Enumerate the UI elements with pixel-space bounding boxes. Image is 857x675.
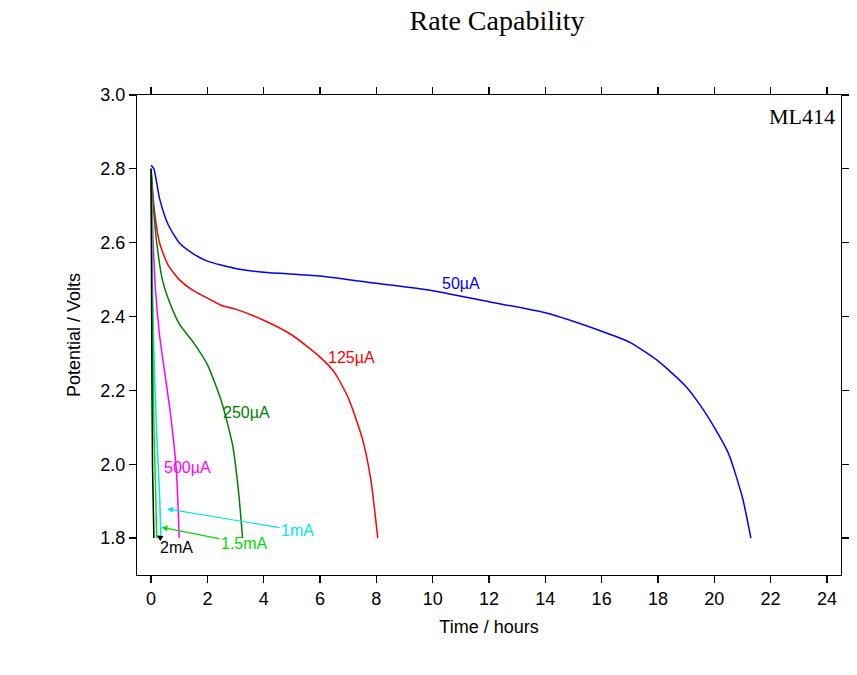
svg-text:1.8: 1.8 [100, 528, 125, 548]
svg-text:Time / hours: Time / hours [439, 617, 538, 637]
svg-text:6: 6 [315, 589, 325, 609]
svg-text:2.4: 2.4 [100, 307, 125, 327]
svg-text:8: 8 [371, 589, 381, 609]
svg-text:22: 22 [761, 589, 781, 609]
svg-text:Potential / Volts: Potential / Volts [64, 273, 84, 397]
svg-text:2: 2 [202, 589, 212, 609]
svg-text:2mA: 2mA [160, 539, 193, 556]
svg-text:10: 10 [423, 589, 443, 609]
svg-text:24: 24 [817, 589, 837, 609]
svg-text:250µA: 250µA [223, 404, 270, 421]
svg-text:2.8: 2.8 [100, 159, 125, 179]
svg-text:2.6: 2.6 [100, 233, 125, 253]
svg-text:2.2: 2.2 [100, 381, 125, 401]
svg-text:0: 0 [146, 589, 156, 609]
svg-text:1mA: 1mA [281, 522, 314, 539]
svg-text:500µA: 500µA [164, 459, 211, 476]
svg-text:20: 20 [704, 589, 724, 609]
svg-text:2.0: 2.0 [100, 455, 125, 475]
svg-text:1.5mA: 1.5mA [221, 535, 268, 552]
svg-text:125µA: 125µA [328, 349, 375, 366]
svg-text:14: 14 [535, 589, 555, 609]
svg-text:3.0: 3.0 [100, 85, 125, 105]
svg-text:ML414: ML414 [769, 104, 835, 129]
svg-text:12: 12 [479, 589, 499, 609]
svg-text:18: 18 [648, 589, 668, 609]
svg-text:50µA: 50µA [442, 275, 480, 292]
svg-text:16: 16 [592, 589, 612, 609]
svg-text:4: 4 [259, 589, 269, 609]
svg-text:Rate Capability: Rate Capability [410, 5, 585, 36]
